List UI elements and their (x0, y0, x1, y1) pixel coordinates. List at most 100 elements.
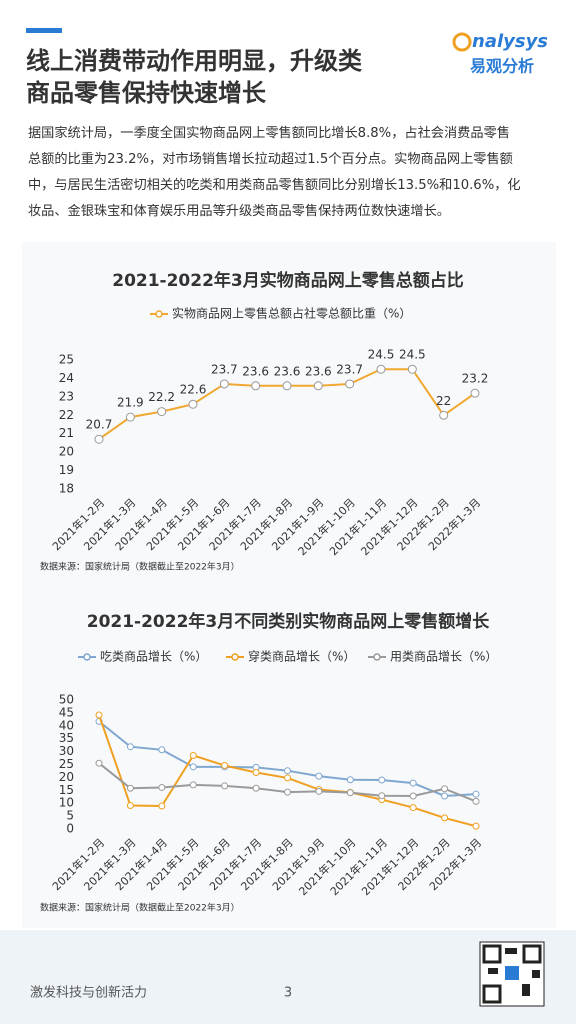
data-label: 23.7 (336, 362, 363, 376)
data-point (221, 782, 229, 790)
data-point (284, 788, 291, 796)
y-tick-label: 22 (59, 408, 74, 422)
data-point (472, 790, 480, 798)
data-label: 24.5 (368, 348, 395, 362)
y-tick-label: 23 (59, 389, 74, 403)
data-label: 22.6 (180, 383, 207, 397)
data-point (407, 364, 417, 374)
data-label: 22 (436, 394, 451, 408)
data-point (439, 410, 449, 420)
data-label: 20.7 (86, 418, 113, 432)
data-label: 23.2 (462, 372, 489, 386)
data-point (126, 802, 134, 810)
data-point (409, 804, 417, 812)
data-point (376, 364, 386, 374)
data-point (189, 751, 197, 759)
logo-brand: nalysys (472, 31, 548, 52)
data-point (282, 381, 292, 391)
data-point (313, 381, 323, 391)
data-label: 22.2 (148, 390, 175, 404)
data-point (346, 789, 354, 797)
data-point (284, 774, 291, 782)
data-point (472, 797, 480, 805)
data-point (441, 792, 449, 800)
data-point (441, 785, 449, 793)
data-point (188, 399, 198, 409)
y-tick-label: 21 (59, 426, 74, 440)
data-point (315, 772, 323, 780)
chart-title: 2021-2022年3月不同类别实物商品网上零售额增长 (87, 611, 491, 632)
y-tick-label: 30 (59, 744, 74, 758)
data-point (378, 792, 386, 800)
data-label: 23.6 (242, 364, 269, 378)
chart-panel (22, 242, 556, 928)
data-label: 23.6 (305, 364, 332, 378)
data-point (315, 787, 323, 795)
legend-label: 穿类商品增长（%） (248, 649, 355, 664)
y-tick-label: 20 (59, 445, 74, 459)
source-note: 数据来源：国家统计局（数据截止至2022年3月） (40, 902, 240, 914)
data-point (251, 381, 261, 391)
paragraph-line: 总额的比重为23.2%，对市场销售增长拉动超过1.5个百分点。实物商品网上零售额 (28, 150, 513, 167)
data-point (345, 379, 355, 389)
y-tick-label: 45 (59, 705, 74, 719)
data-point (95, 711, 103, 719)
logo-mark (452, 32, 472, 52)
data-point (157, 407, 167, 417)
y-tick-label: 50 (59, 693, 74, 707)
data-label: 21.9 (117, 396, 144, 410)
y-tick-label: 10 (59, 796, 74, 810)
data-point (219, 379, 229, 389)
data-point (189, 763, 197, 771)
data-point (252, 768, 260, 776)
chart-title: 2021-2022年3月实物商品网上零售总额占比 (112, 270, 464, 291)
data-point (470, 388, 480, 398)
y-tick-label: 19 (59, 463, 74, 477)
legend-label: 实物商品网上零售总额占社零总额比重（%） (172, 306, 411, 321)
logo-name: 易观分析 (470, 57, 534, 76)
data-point (94, 434, 104, 444)
data-point (126, 743, 134, 751)
legend-marker (373, 653, 381, 661)
data-point (346, 776, 354, 784)
paragraph-line: 中，与居民生活密切相关的吃类和用类商品零售额同比分别增长13.5%和10.6%，… (28, 176, 521, 193)
data-label: 23.6 (274, 364, 301, 378)
data-point (409, 792, 417, 800)
data-point (158, 746, 166, 754)
paragraph-line: 妆品、金银珠宝和体育娱乐用品等升级类商品零售保持两位数快速增长。 (28, 202, 450, 219)
data-point (126, 784, 134, 792)
accent-bar (26, 28, 62, 33)
data-point (125, 412, 135, 422)
title-line: 商品零售保持快速增长 (26, 79, 267, 107)
data-point (252, 784, 260, 792)
source-note: 数据来源：国家统计局（数据截止至2022年3月） (40, 561, 240, 573)
qr-code (479, 941, 545, 1007)
page-number: 3 (284, 986, 292, 1001)
legend-marker (155, 310, 163, 318)
data-label: 24.5 (399, 348, 426, 362)
y-tick-label: 24 (59, 371, 74, 385)
y-tick-label: 0 (66, 822, 74, 836)
y-tick-label: 35 (59, 731, 74, 745)
data-point (378, 776, 386, 784)
data-point (95, 759, 103, 767)
data-point (409, 779, 417, 787)
y-tick-label: 25 (59, 353, 74, 367)
y-tick-label: 15 (59, 783, 74, 797)
legend-marker (231, 653, 239, 661)
data-point (158, 783, 166, 791)
legend-label: 用类商品增长（%） (390, 649, 497, 664)
y-tick-label: 40 (59, 718, 74, 732)
data-point (472, 822, 480, 830)
y-tick-label: 25 (59, 757, 74, 771)
paragraph-line: 据国家统计局，一季度全国实物商品网上零售额同比增长8.8%，占社会消费品零售 (28, 124, 510, 141)
data-point (158, 802, 166, 810)
data-point (189, 781, 197, 789)
y-tick-label: 5 (66, 809, 74, 823)
title-line: 线上消费带动作用明显，升级类 (26, 47, 363, 75)
data-point (221, 762, 229, 770)
data-point (284, 767, 291, 775)
footer-slogan: 激发科技与创新活力 (30, 985, 147, 1001)
data-point (441, 814, 449, 822)
